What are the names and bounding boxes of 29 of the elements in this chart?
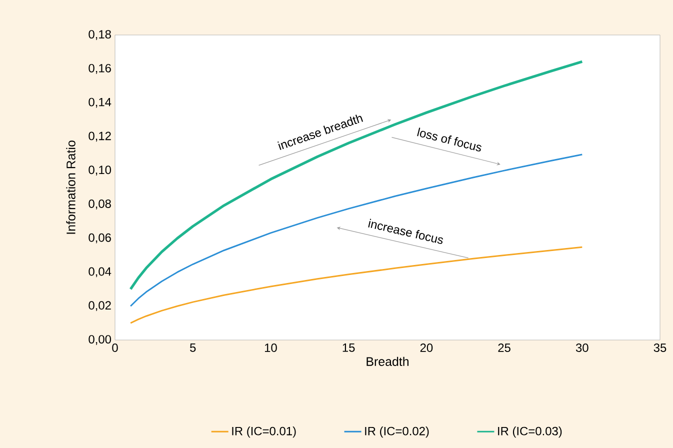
annotation: increase focus [368,218,444,244]
x-tick-label: 25 [498,344,510,352]
y-tick-label: 0,12 [88,132,111,142]
line-series [130,154,583,307]
legend-label: IR (IC=0.02) [365,426,429,438]
y-tick-label: 0,10 [88,166,112,176]
y-tick-label: 0,04 [88,267,112,278]
legend-label: IR (IC=0.01) [232,426,296,438]
y-tick-label: 0,14 [88,98,112,108]
x-axis-title: Breadth [366,356,408,366]
x-tick-label: 35 [654,344,666,352]
x-tick-label: 0 [112,344,118,352]
x-tick-label: 5 [190,344,196,352]
y-tick-label: 0,16 [88,64,111,74]
y-tick-label: 0,18 [88,30,111,40]
y-axis-title: Information Ratio [66,140,76,234]
line-series [130,246,583,324]
x-tick-label: 10 [264,344,277,352]
y-tick-label: 0,08 [88,200,111,210]
line-series [129,60,584,290]
x-tick-label: 15 [342,344,355,352]
y-tick-label: 0,00 [88,335,112,345]
x-tick-label: 20 [420,344,433,352]
y-tick-label: 0,02 [88,301,111,312]
legend-label: IR (IC=0.03) [498,426,562,438]
y-tick-label: 0,06 [88,233,111,244]
annotation: loss of focus [417,128,482,152]
x-tick-label: 30 [576,344,588,352]
annotation: increase breadth [278,114,364,150]
